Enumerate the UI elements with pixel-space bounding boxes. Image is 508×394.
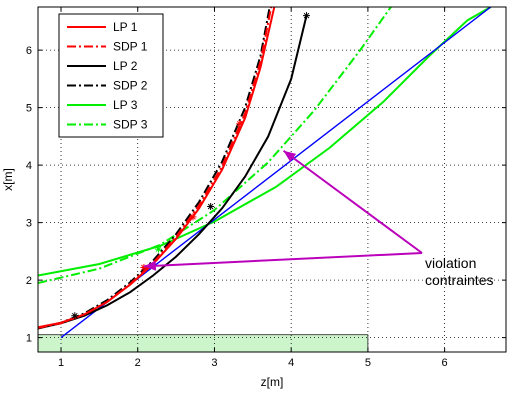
legend-label: LP 1	[113, 20, 138, 34]
ticks-group: 1 2 3 4 5 6 1 2 3 4 5 6	[26, 7, 506, 369]
y-tick-label: 2	[26, 275, 32, 287]
annotation-text-line: contraintes	[425, 272, 493, 288]
y-tick-label: 4	[26, 160, 32, 172]
legend-label: LP 2	[113, 59, 138, 73]
data-marker	[189, 213, 197, 221]
legend-label: SDP 3	[113, 118, 148, 132]
x-tick-label: 5	[365, 357, 371, 369]
plot-frame	[37, 6, 507, 353]
series-lp-3	[38, 7, 492, 277]
x-tick-label: 1	[58, 357, 64, 369]
legend-label: SDP 1	[113, 40, 148, 54]
x-tick-label: 4	[288, 357, 294, 369]
series-group	[38, 7, 492, 339]
legend-box	[58, 13, 164, 138]
y-axis-label: x[m]	[1, 168, 15, 191]
y-tick-label: 6	[26, 45, 32, 57]
legend: LP 1 SDP 1 LP 2 SDP 2 LP 3 SDP 3	[58, 13, 164, 138]
markers-group	[71, 12, 311, 320]
annotation-text-line: violation	[425, 255, 476, 271]
y-tick-label: 3	[26, 218, 32, 230]
legend-label: SDP 2	[113, 79, 148, 93]
data-marker	[71, 312, 79, 320]
annotation-arrowhead	[283, 150, 297, 162]
y-tick-label: 5	[26, 103, 32, 115]
annotation-arrow	[282, 149, 423, 254]
data-marker	[154, 245, 162, 253]
data-marker	[303, 12, 311, 20]
series-lp-2	[38, 15, 308, 330]
data-marker	[207, 203, 215, 211]
x-tick-label: 3	[211, 357, 217, 369]
y-tick-label: 1	[26, 333, 32, 345]
data-marker	[140, 263, 148, 271]
series-sdp-2	[38, 7, 271, 330]
x-axis-label: z[m]	[261, 375, 284, 389]
annotation-arrowhead	[143, 260, 157, 271]
series-lp-1	[38, 7, 276, 329]
data-marker	[236, 120, 244, 128]
annotation-arrow	[143, 252, 423, 268]
x-tick-label: 2	[135, 357, 141, 369]
x-tick-label: 6	[442, 357, 448, 369]
series-sdp-3	[38, 7, 392, 284]
legend-label: LP 3	[113, 98, 138, 112]
